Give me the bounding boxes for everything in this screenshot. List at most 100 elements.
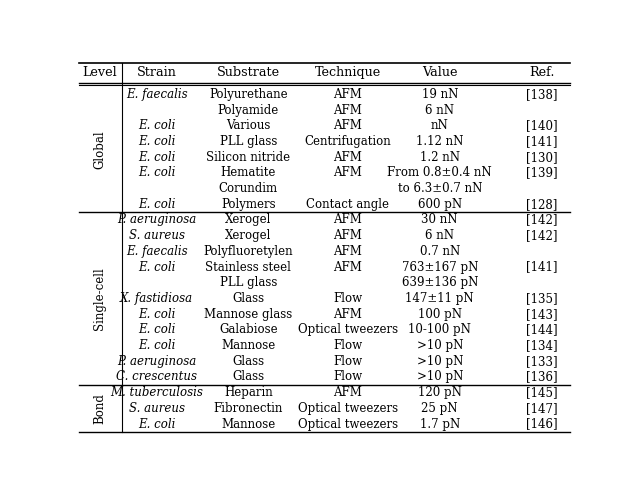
Text: >10 pN: >10 pN [417, 339, 463, 352]
Text: E. coli: E. coli [138, 308, 175, 320]
Text: Single-cell: Single-cell [93, 267, 106, 330]
Text: AFM: AFM [334, 308, 363, 320]
Text: Polymers: Polymers [221, 198, 276, 211]
Text: Substrate: Substrate [217, 67, 280, 79]
Text: >10 pN: >10 pN [417, 355, 463, 368]
Text: Various: Various [226, 119, 270, 132]
Text: E. faecalis: E. faecalis [126, 245, 187, 258]
Text: Corundim: Corundim [219, 182, 278, 195]
Text: AFM: AFM [334, 261, 363, 274]
Text: 147±11 pN: 147±11 pN [405, 292, 474, 305]
Text: Global: Global [93, 130, 106, 169]
Text: [128]: [128] [526, 198, 558, 211]
Text: Xerogel: Xerogel [225, 213, 272, 226]
Text: Polyamide: Polyamide [218, 104, 279, 116]
Text: PLL glass: PLL glass [220, 135, 277, 148]
Text: nN: nN [431, 119, 449, 132]
Text: [134]: [134] [526, 339, 558, 352]
Text: AFM: AFM [334, 119, 363, 132]
Text: 600 pN: 600 pN [418, 198, 461, 211]
Text: 0.7 nN: 0.7 nN [420, 245, 460, 258]
Text: From 0.8±0.4 nN: From 0.8±0.4 nN [387, 166, 492, 179]
Text: Flow: Flow [334, 370, 363, 384]
Text: [139]: [139] [526, 166, 558, 179]
Text: AFM: AFM [334, 386, 363, 399]
Text: Polyurethane: Polyurethane [209, 88, 287, 101]
Text: C. crescentus: C. crescentus [116, 370, 197, 384]
Text: 10-100 pN: 10-100 pN [408, 323, 471, 336]
Text: 6 nN: 6 nN [425, 104, 454, 116]
Text: 639±136 pN: 639±136 pN [401, 276, 478, 289]
Text: P. aeruginosa: P. aeruginosa [117, 355, 196, 368]
Text: [144]: [144] [526, 323, 558, 336]
Text: E. coli: E. coli [138, 135, 175, 148]
Text: Galabiose: Galabiose [219, 323, 278, 336]
Text: [130]: [130] [526, 151, 558, 164]
Text: 1.7 pN: 1.7 pN [420, 418, 460, 430]
Text: Fibronectin: Fibronectin [214, 402, 283, 415]
Text: 763±167 pN: 763±167 pN [401, 261, 478, 274]
Text: 100 pN: 100 pN [418, 308, 461, 320]
Text: Optical tweezers: Optical tweezers [298, 418, 398, 430]
Text: to 6.3±0.7 nN: to 6.3±0.7 nN [398, 182, 482, 195]
Text: Stainless steel: Stainless steel [206, 261, 291, 274]
Text: E. coli: E. coli [138, 166, 175, 179]
Text: Mannose: Mannose [222, 339, 275, 352]
Text: Level: Level [82, 67, 117, 79]
Text: 25 pN: 25 pN [422, 402, 458, 415]
Text: [133]: [133] [526, 355, 558, 368]
Text: [136]: [136] [526, 370, 558, 384]
Text: E. coli: E. coli [138, 119, 175, 132]
Text: Strain: Strain [137, 67, 177, 79]
Text: Flow: Flow [334, 355, 363, 368]
Text: Optical tweezers: Optical tweezers [298, 323, 398, 336]
Text: AFM: AFM [334, 213, 363, 226]
Text: Value: Value [422, 67, 458, 79]
Text: [145]: [145] [526, 386, 558, 399]
Text: Glass: Glass [232, 355, 265, 368]
Text: S. aureus: S. aureus [128, 402, 185, 415]
Text: [141]: [141] [526, 261, 558, 274]
Text: E. coli: E. coli [138, 198, 175, 211]
Text: Ref.: Ref. [529, 67, 555, 79]
Text: Technique: Technique [315, 67, 381, 79]
Text: AFM: AFM [334, 104, 363, 116]
Text: E. coli: E. coli [138, 418, 175, 430]
Text: E. coli: E. coli [138, 151, 175, 164]
Text: Glass: Glass [232, 370, 265, 384]
Text: PLL glass: PLL glass [220, 276, 277, 289]
Text: AFM: AFM [334, 229, 363, 242]
Text: AFM: AFM [334, 245, 363, 258]
Text: [135]: [135] [526, 292, 558, 305]
Text: Glass: Glass [232, 292, 265, 305]
Text: 19 nN: 19 nN [422, 88, 458, 101]
Text: E. coli: E. coli [138, 261, 175, 274]
Text: AFM: AFM [334, 88, 363, 101]
Text: Contact angle: Contact angle [306, 198, 389, 211]
Text: E. faecalis: E. faecalis [126, 88, 187, 101]
Text: 30 nN: 30 nN [422, 213, 458, 226]
Text: X. fastidiosa: X. fastidiosa [120, 292, 193, 305]
Text: >10 pN: >10 pN [417, 370, 463, 384]
Text: Mannose: Mannose [222, 418, 275, 430]
Text: Centrifugation: Centrifugation [304, 135, 391, 148]
Text: Polyfluoretylen: Polyfluoretylen [204, 245, 293, 258]
Text: Mannose glass: Mannose glass [204, 308, 292, 320]
Text: S. aureus: S. aureus [128, 229, 185, 242]
Text: AFM: AFM [334, 151, 363, 164]
Text: Xerogel: Xerogel [225, 229, 272, 242]
Text: [146]: [146] [526, 418, 558, 430]
Text: Optical tweezers: Optical tweezers [298, 402, 398, 415]
Text: [138]: [138] [526, 88, 558, 101]
Text: Flow: Flow [334, 339, 363, 352]
Text: P. aeruginosa: P. aeruginosa [117, 213, 196, 226]
Text: AFM: AFM [334, 166, 363, 179]
Text: Bond: Bond [93, 393, 106, 424]
Text: 120 pN: 120 pN [418, 386, 461, 399]
Text: [141]: [141] [526, 135, 558, 148]
Text: Heparin: Heparin [224, 386, 273, 399]
Text: M. tuberculosis: M. tuberculosis [110, 386, 203, 399]
Text: [142]: [142] [526, 213, 558, 226]
Text: Flow: Flow [334, 292, 363, 305]
Text: Silicon nitride: Silicon nitride [206, 151, 291, 164]
